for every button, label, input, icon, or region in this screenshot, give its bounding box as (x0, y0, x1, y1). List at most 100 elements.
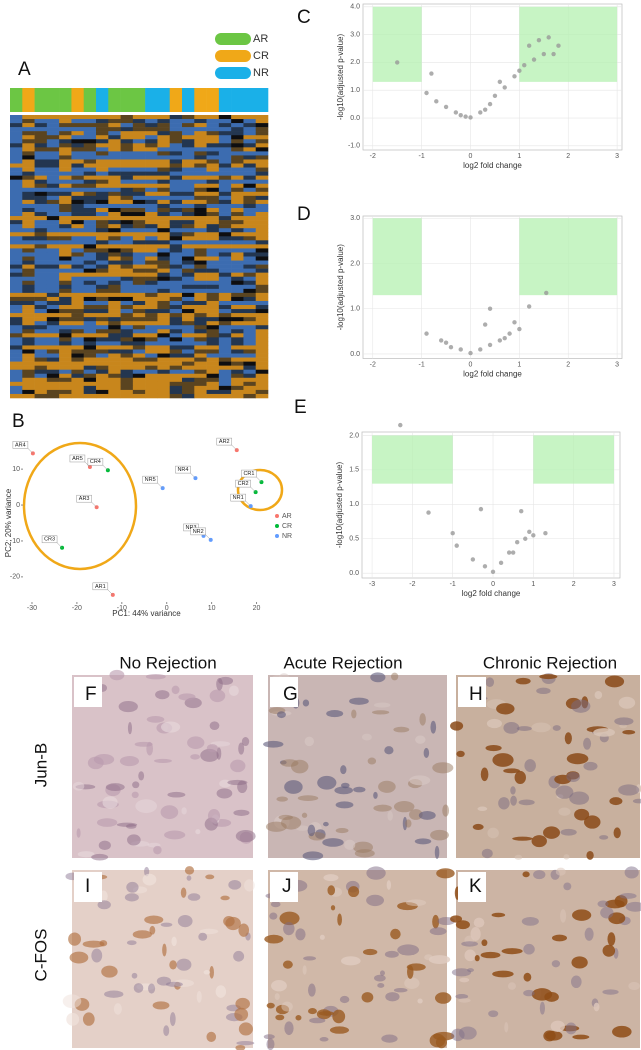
heatmap-cell (59, 296, 72, 302)
tissue-blob (76, 828, 81, 838)
tissue-blob (566, 771, 581, 782)
x-axis-label: log2 fold change (463, 370, 522, 379)
tissue-blob (393, 726, 410, 733)
heatmap-cell (71, 163, 85, 168)
point-label: NR5 (145, 477, 156, 483)
heatmap-cell (206, 147, 220, 152)
heatmap-cell (71, 155, 85, 160)
heatmap-cell (255, 377, 269, 383)
heatmap-cell (231, 325, 244, 330)
heatmap-cell (255, 268, 269, 273)
heatmap-cell (231, 365, 244, 370)
tissue-blob (560, 909, 567, 923)
heatmap-cell (255, 252, 269, 257)
tissue-blob (68, 932, 82, 946)
heatmap-cell (194, 333, 207, 338)
heatmap-cell (255, 220, 269, 225)
tissue-blob (271, 980, 287, 992)
heatmap-cell (231, 313, 244, 318)
gene-point (434, 99, 439, 104)
heatmap-cell (59, 187, 72, 193)
heatmap-cell (34, 361, 48, 366)
heatmap-cell (59, 284, 72, 290)
tissue-blob (180, 887, 187, 898)
heatmap-cell (145, 151, 158, 156)
heatmap-cell (243, 288, 257, 294)
tissue-blob (539, 674, 558, 680)
heatmap-cell (206, 232, 220, 237)
tissue-blob (97, 900, 111, 910)
heatmap-cell (182, 373, 195, 379)
gene-point (531, 533, 536, 538)
heatmap-cell (145, 260, 158, 265)
heatmap-cell (96, 171, 109, 176)
heatmap-cell (96, 207, 109, 213)
heatmap-cell (132, 139, 146, 144)
heatmap-cell (243, 305, 257, 310)
heatmap-cell (206, 228, 220, 233)
heatmap-cell (46, 317, 60, 322)
heatmap-cell (231, 228, 244, 233)
heatmap-cell (182, 183, 195, 189)
heatmap-cell (34, 244, 48, 249)
heatmap-cell (46, 369, 60, 375)
tissue-blob (96, 818, 118, 827)
heatmap-cell (206, 119, 220, 124)
tissue-blob (99, 940, 108, 947)
heatmap-cell (10, 199, 23, 205)
heatmap-cell (108, 171, 121, 176)
letter-box (270, 872, 298, 902)
heatmap-cell (231, 147, 244, 152)
heatmap-cell (169, 389, 183, 395)
heatmap-cell (34, 369, 48, 375)
heatmap-cell (132, 317, 146, 322)
heatmap-cell (120, 179, 134, 185)
heatmap-cell (59, 393, 72, 399)
heatmap-cell (10, 115, 23, 120)
heatmap-cell (243, 163, 257, 168)
heatmap-cell (10, 268, 23, 273)
heatmap-cell (46, 224, 60, 229)
tissue-blob (385, 992, 400, 1002)
heatmap-cell (182, 224, 195, 229)
heatmap-cell (231, 305, 244, 310)
tissue-blob (523, 989, 535, 997)
heatmap-cell (243, 333, 257, 338)
heatmap-cell (206, 195, 220, 201)
heatmap-cell (169, 179, 183, 185)
heatmap-cell (218, 373, 232, 379)
heatmap-cell (243, 119, 257, 124)
heatmap-cell (145, 357, 158, 362)
tissue-blob (135, 799, 157, 814)
tissue-blob (551, 934, 568, 942)
tissue-blob (322, 838, 344, 847)
heatmap-cell (10, 131, 23, 136)
tissue-blob (178, 693, 196, 701)
heatmap-cell (255, 305, 269, 310)
heatmap-cell (157, 337, 171, 342)
heatmap-cell (218, 147, 232, 152)
heatmap-cell (145, 159, 158, 164)
heatmap-cell (71, 300, 85, 306)
heatmap-cell (46, 349, 60, 354)
tissue-blob (142, 873, 157, 886)
heatmap-cell (10, 321, 23, 326)
group-bar (22, 88, 35, 112)
heatmap-cell (132, 292, 146, 298)
heatmap-cell (243, 143, 257, 148)
tissue-blob (152, 1001, 170, 1010)
heatmap-cell (96, 191, 109, 197)
heatmap-cell (231, 353, 244, 358)
heatmap-cell (132, 276, 146, 282)
heatmap-cell (132, 183, 146, 189)
tissue-blob (393, 801, 415, 813)
heatmap-cell (231, 207, 244, 213)
heatmap-cell (157, 248, 171, 253)
heatmap-cell (34, 357, 48, 362)
gene-point (502, 85, 507, 90)
heatmap-cell (108, 256, 121, 261)
tissue-blob (241, 737, 250, 747)
heatmap-cell (194, 369, 207, 375)
heatmap-cell (157, 276, 171, 282)
heatmap-cell (96, 309, 109, 314)
